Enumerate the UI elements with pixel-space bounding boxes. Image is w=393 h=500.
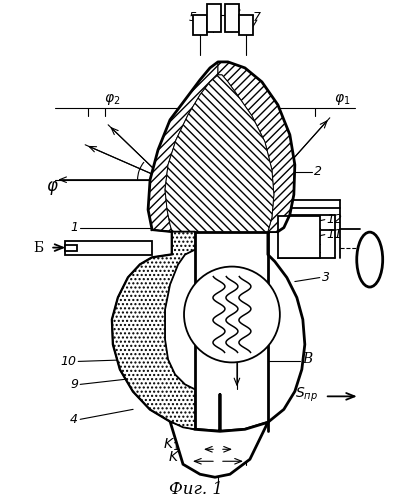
Text: 9: 9 — [70, 378, 78, 391]
Text: $h$: $h$ — [232, 90, 242, 106]
Text: 6: 6 — [209, 8, 217, 20]
Bar — [65, 244, 77, 250]
Text: 5: 5 — [189, 12, 197, 24]
Bar — [225, 4, 239, 32]
Text: 12: 12 — [327, 213, 343, 226]
Text: Фиг. 1: Фиг. 1 — [169, 480, 223, 498]
Text: 4: 4 — [70, 413, 78, 426]
Polygon shape — [165, 75, 274, 232]
Text: Б: Б — [33, 240, 43, 254]
Text: 10: 10 — [60, 355, 76, 368]
Text: 7: 7 — [253, 12, 261, 24]
Text: B: B — [302, 352, 312, 366]
Text: 3: 3 — [322, 271, 330, 284]
Text: 2: 2 — [314, 165, 322, 178]
Polygon shape — [170, 422, 268, 477]
Text: $V_u$: $V_u$ — [361, 254, 378, 270]
Text: $\varphi_1$: $\varphi_1$ — [334, 92, 350, 108]
Bar — [65, 240, 152, 254]
Text: $K_1$: $K_1$ — [163, 437, 179, 454]
Polygon shape — [148, 62, 218, 232]
Text: $S_{пр}$: $S_{пр}$ — [295, 385, 318, 404]
Text: $\varphi_2$: $\varphi_2$ — [104, 92, 120, 108]
Text: 1: 1 — [70, 221, 78, 234]
Bar — [193, 15, 207, 35]
Bar — [278, 216, 320, 258]
Text: 11: 11 — [327, 228, 343, 241]
Bar — [239, 15, 253, 35]
Text: 8: 8 — [233, 8, 241, 20]
Text: $\varphi$: $\varphi$ — [46, 178, 59, 196]
Ellipse shape — [357, 232, 383, 287]
Polygon shape — [218, 62, 295, 232]
Bar — [207, 4, 221, 32]
Text: A: A — [248, 330, 258, 344]
Text: $K$: $K$ — [168, 450, 180, 464]
Polygon shape — [112, 230, 195, 430]
Circle shape — [184, 266, 280, 362]
